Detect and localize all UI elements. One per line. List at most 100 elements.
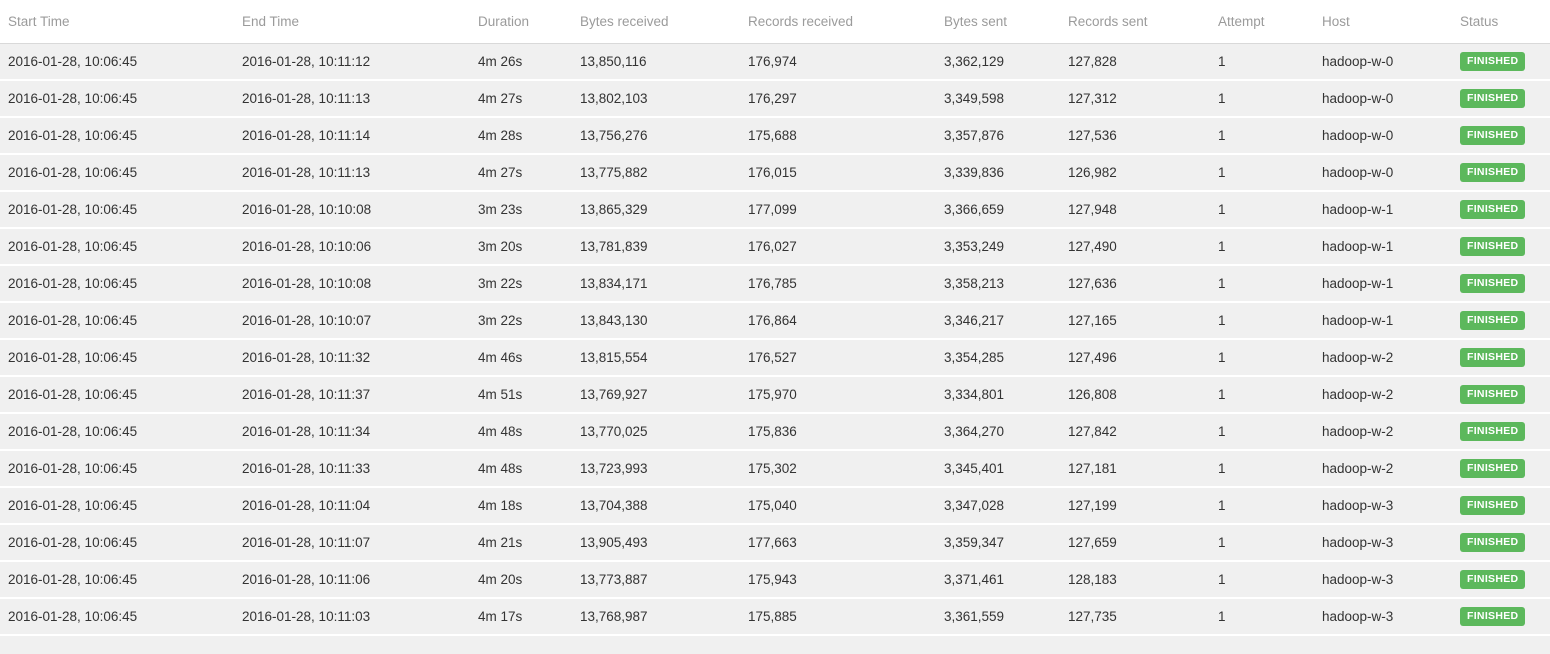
table-row[interactable]: 2016-01-28, 10:06:45 2016-01-28, 10:11:13… <box>0 154 1550 192</box>
status-cell: FINISHED <box>1452 191 1550 229</box>
records_received-cell: 175,943 <box>740 561 936 599</box>
start_time-cell: 2016-01-28, 10:06:45 <box>0 561 234 599</box>
status-cell: FINISHED <box>1452 376 1550 414</box>
end_time-cell: 2016-01-28, 10:11:07 <box>234 524 470 562</box>
bytes_received-cell: 13,850,116 <box>572 43 740 81</box>
status-cell: FINISHED <box>1452 413 1550 451</box>
table-row[interactable]: 2016-01-28, 10:06:45 2016-01-28, 10:11:04… <box>0 487 1550 525</box>
records_received-cell: 175,040 <box>740 487 936 525</box>
table-row[interactable]: 2016-01-28, 10:06:45 2016-01-28, 10:11:06… <box>0 561 1550 599</box>
status-badge: FINISHED <box>1460 163 1526 182</box>
table-row[interactable]: 2016-01-28, 10:06:45 2016-01-28, 10:11:34… <box>0 413 1550 451</box>
bytes_sent-cell: 3,334,801 <box>936 376 1060 414</box>
table-row[interactable]: 2016-01-28, 10:06:45 2016-01-28, 10:11:12… <box>0 43 1550 81</box>
host-cell: hadoop-w-0 <box>1314 43 1452 81</box>
attempt-cell: 1 <box>1210 561 1314 599</box>
records_received-cell: 175,688 <box>740 117 936 155</box>
start_time-cell: 2016-01-28, 10:06:45 <box>0 228 234 266</box>
status-cell: FINISHED <box>1452 80 1550 118</box>
records_sent-cell: 127,199 <box>1060 487 1210 525</box>
end_time-cell: 2016-01-28, 10:11:14 <box>234 117 470 155</box>
attempt-cell: 1 <box>1210 228 1314 266</box>
duration-cell: 4m 27s <box>470 154 572 192</box>
table-row[interactable]: 2016-01-28, 10:06:45 2016-01-28, 10:11:13… <box>0 80 1550 118</box>
records_sent-cell: 127,312 <box>1060 80 1210 118</box>
table-row[interactable]: 2016-01-28, 10:06:45 2016-01-28, 10:11:03… <box>0 598 1550 636</box>
bytes_received-cell: 13,905,493 <box>572 524 740 562</box>
bytes_received-cell: 13,723,993 <box>572 450 740 488</box>
host-cell: hadoop-w-1 <box>1314 265 1452 303</box>
records_sent-cell: 126,808 <box>1060 376 1210 414</box>
duration-cell: 3m 22s <box>470 302 572 340</box>
status-cell: FINISHED <box>1452 43 1550 81</box>
records_received-cell: 177,099 <box>740 191 936 229</box>
host-cell: hadoop-w-0 <box>1314 80 1452 118</box>
end_time-cell: 2016-01-28, 10:10:08 <box>234 191 470 229</box>
start_time-cell: 2016-01-28, 10:06:45 <box>0 339 234 377</box>
column-header-records_sent: Records sent <box>1060 0 1210 44</box>
end_time-cell: 2016-01-28, 10:11:13 <box>234 154 470 192</box>
table-row[interactable]: 2016-01-28, 10:06:45 2016-01-28, 10:11:14… <box>0 117 1550 155</box>
table-row[interactable]: 2016-01-28, 10:06:45 2016-01-28, 10:11:07… <box>0 524 1550 562</box>
end_time-cell: 2016-01-28, 10:11:04 <box>234 487 470 525</box>
records_received-cell: 175,836 <box>740 413 936 451</box>
records_received-cell: 177,663 <box>740 524 936 562</box>
bytes_received-cell: 13,756,276 <box>572 117 740 155</box>
host-cell: hadoop-w-2 <box>1314 339 1452 377</box>
status-badge: FINISHED <box>1460 348 1526 367</box>
partial-next-row <box>0 636 1550 654</box>
end_time-cell: 2016-01-28, 10:11:06 <box>234 561 470 599</box>
status-badge: FINISHED <box>1460 607 1526 626</box>
table-row[interactable]: 2016-01-28, 10:06:45 2016-01-28, 10:11:32… <box>0 339 1550 377</box>
host-cell: hadoop-w-2 <box>1314 450 1452 488</box>
table-row[interactable]: 2016-01-28, 10:06:45 2016-01-28, 10:10:08… <box>0 265 1550 303</box>
table-body: 2016-01-28, 10:06:45 2016-01-28, 10:11:12… <box>0 43 1550 636</box>
attempt-cell: 1 <box>1210 154 1314 192</box>
duration-cell: 3m 22s <box>470 265 572 303</box>
duration-cell: 4m 20s <box>470 561 572 599</box>
duration-cell: 3m 23s <box>470 191 572 229</box>
table-row[interactable]: 2016-01-28, 10:06:45 2016-01-28, 10:11:37… <box>0 376 1550 414</box>
start_time-cell: 2016-01-28, 10:06:45 <box>0 413 234 451</box>
attempt-cell: 1 <box>1210 117 1314 155</box>
host-cell: hadoop-w-0 <box>1314 117 1452 155</box>
end_time-cell: 2016-01-28, 10:10:08 <box>234 265 470 303</box>
status-badge: FINISHED <box>1460 422 1526 441</box>
duration-cell: 4m 28s <box>470 117 572 155</box>
records_received-cell: 176,864 <box>740 302 936 340</box>
attempt-cell: 1 <box>1210 43 1314 81</box>
end_time-cell: 2016-01-28, 10:10:06 <box>234 228 470 266</box>
end_time-cell: 2016-01-28, 10:11:12 <box>234 43 470 81</box>
status-badge: FINISHED <box>1460 200 1526 219</box>
host-cell: hadoop-w-1 <box>1314 302 1452 340</box>
host-cell: hadoop-w-3 <box>1314 487 1452 525</box>
status-badge: FINISHED <box>1460 533 1526 552</box>
status-badge: FINISHED <box>1460 459 1526 478</box>
status-badge: FINISHED <box>1460 126 1526 145</box>
records_sent-cell: 127,181 <box>1060 450 1210 488</box>
start_time-cell: 2016-01-28, 10:06:45 <box>0 450 234 488</box>
records_sent-cell: 127,948 <box>1060 191 1210 229</box>
attempt-cell: 1 <box>1210 339 1314 377</box>
records_received-cell: 175,970 <box>740 376 936 414</box>
table-row[interactable]: 2016-01-28, 10:06:45 2016-01-28, 10:10:06… <box>0 228 1550 266</box>
table-row[interactable]: 2016-01-28, 10:06:45 2016-01-28, 10:10:07… <box>0 302 1550 340</box>
table-header-row: Start Time End Time Duration Bytes received… <box>0 0 1550 44</box>
bytes_received-cell: 13,773,887 <box>572 561 740 599</box>
duration-cell: 4m 48s <box>470 413 572 451</box>
start_time-cell: 2016-01-28, 10:06:45 <box>0 265 234 303</box>
column-header-start_time: Start Time <box>0 0 234 44</box>
table-row[interactable]: 2016-01-28, 10:06:45 2016-01-28, 10:11:33… <box>0 450 1550 488</box>
table-row[interactable]: 2016-01-28, 10:06:45 2016-01-28, 10:10:08… <box>0 191 1550 229</box>
bytes_sent-cell: 3,359,347 <box>936 524 1060 562</box>
start_time-cell: 2016-01-28, 10:06:45 <box>0 524 234 562</box>
status-cell: FINISHED <box>1452 487 1550 525</box>
duration-cell: 4m 27s <box>470 80 572 118</box>
status-cell: FINISHED <box>1452 339 1550 377</box>
bytes_received-cell: 13,768,987 <box>572 598 740 636</box>
start_time-cell: 2016-01-28, 10:06:45 <box>0 191 234 229</box>
status-cell: FINISHED <box>1452 524 1550 562</box>
status-cell: FINISHED <box>1452 265 1550 303</box>
records_sent-cell: 127,828 <box>1060 43 1210 81</box>
